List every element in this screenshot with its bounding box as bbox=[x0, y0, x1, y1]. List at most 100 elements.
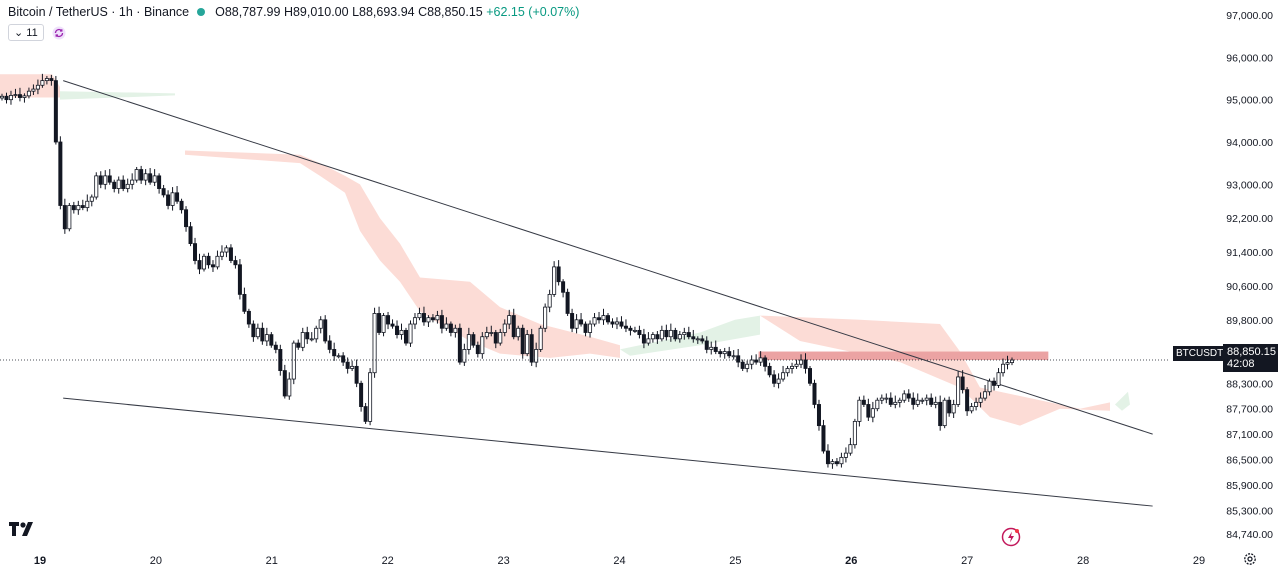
candle-body bbox=[493, 332, 498, 344]
candle-body bbox=[951, 404, 956, 414]
price-tick-label: 94,000.00 bbox=[1226, 137, 1273, 149]
candle bbox=[641, 328, 646, 349]
time-axis[interactable]: 19 20 21 22 23 24 25 26 27 28 29 bbox=[34, 555, 1205, 567]
sync-icon[interactable] bbox=[52, 26, 66, 40]
candle-body bbox=[17, 94, 22, 98]
candle-body bbox=[686, 332, 691, 338]
candle bbox=[893, 395, 898, 409]
candle-body bbox=[175, 192, 180, 202]
tradingview-logo-icon[interactable] bbox=[9, 521, 37, 537]
candle-body bbox=[682, 332, 687, 336]
candle-body bbox=[323, 319, 328, 342]
candle-body bbox=[8, 95, 13, 101]
candle bbox=[969, 402, 974, 414]
candle bbox=[381, 313, 386, 337]
candle-body bbox=[318, 319, 323, 329]
candle bbox=[830, 459, 835, 469]
candle-body bbox=[718, 351, 723, 355]
candle-body bbox=[157, 175, 162, 189]
candle bbox=[1005, 355, 1010, 370]
candle-body bbox=[641, 334, 646, 344]
price-tick-label: 88,300.00 bbox=[1226, 378, 1273, 390]
candle-body bbox=[170, 192, 175, 206]
change-value: +62.15 (+0.07%) bbox=[486, 5, 580, 19]
candle-body bbox=[134, 169, 139, 181]
candle-body bbox=[462, 349, 467, 363]
candle-body bbox=[161, 188, 166, 196]
price-tick-label: 85,900.00 bbox=[1226, 480, 1273, 492]
candle bbox=[632, 326, 637, 333]
candle bbox=[754, 354, 759, 365]
candle-body bbox=[700, 338, 705, 342]
candle bbox=[534, 342, 539, 368]
candle-body bbox=[179, 200, 184, 211]
candle bbox=[897, 397, 902, 408]
candle bbox=[960, 370, 965, 394]
candle-body bbox=[911, 397, 916, 405]
price-tick-label: 87,700.00 bbox=[1226, 404, 1273, 416]
candle bbox=[134, 166, 139, 183]
candle bbox=[377, 306, 382, 336]
candle bbox=[650, 332, 655, 343]
time-tick-label: 19 bbox=[34, 555, 46, 567]
candle-body bbox=[803, 359, 808, 369]
price-tick-label: 84,740.00 bbox=[1226, 529, 1273, 541]
settings-gear-icon[interactable] bbox=[1243, 552, 1257, 566]
candle bbox=[49, 74, 54, 86]
candle-body bbox=[763, 357, 768, 367]
candle bbox=[614, 317, 619, 330]
candle bbox=[785, 365, 790, 377]
flash-alert-icon[interactable] bbox=[1001, 527, 1021, 547]
candle-body bbox=[942, 399, 947, 427]
time-tick-label: 28 bbox=[1077, 555, 1089, 567]
candle bbox=[193, 237, 198, 265]
candle bbox=[35, 79, 40, 95]
candle-body bbox=[915, 399, 920, 405]
candle-body bbox=[592, 317, 597, 325]
candle bbox=[965, 387, 970, 416]
symbol-title[interactable]: Bitcoin / TetherUS · 1h · Binance bbox=[8, 5, 190, 19]
candle-body bbox=[628, 327, 633, 331]
candle bbox=[493, 329, 498, 349]
candle bbox=[471, 332, 476, 348]
candle bbox=[395, 320, 400, 339]
candle-body bbox=[583, 323, 588, 333]
candle bbox=[866, 398, 871, 421]
indicators-toggle-button[interactable]: ⌄ 11 bbox=[8, 24, 44, 41]
candle-body bbox=[457, 327, 462, 363]
candle bbox=[309, 332, 314, 342]
candle bbox=[852, 418, 857, 449]
candle-body bbox=[691, 336, 696, 340]
candle-body bbox=[412, 317, 417, 325]
candle-body bbox=[875, 399, 880, 410]
candle-body bbox=[637, 329, 642, 336]
candle bbox=[794, 359, 799, 369]
candle-body bbox=[282, 370, 287, 397]
candle bbox=[94, 172, 99, 200]
candle bbox=[219, 245, 224, 261]
candle bbox=[655, 331, 660, 344]
price-tick-label: 92,200.00 bbox=[1226, 213, 1273, 225]
candle bbox=[264, 327, 269, 347]
candle bbox=[17, 87, 22, 102]
candle-body bbox=[381, 315, 386, 333]
candle-body bbox=[664, 329, 669, 338]
candle-body bbox=[619, 321, 624, 327]
candle-body bbox=[152, 175, 157, 183]
candle bbox=[201, 253, 206, 272]
candle bbox=[561, 279, 566, 298]
candle bbox=[628, 325, 633, 336]
candle bbox=[978, 392, 983, 408]
candle-body bbox=[359, 382, 364, 407]
candle-body bbox=[201, 255, 206, 270]
candle bbox=[870, 401, 875, 423]
candle bbox=[300, 327, 305, 352]
price-axis[interactable]: 97,000.00 96,000.00 95,000.00 94,000.00 93,0… bbox=[1226, 10, 1273, 541]
candle-body bbox=[273, 344, 278, 350]
candle-body bbox=[206, 255, 211, 266]
candle bbox=[359, 380, 364, 412]
candle bbox=[372, 307, 377, 378]
candle bbox=[273, 341, 278, 354]
candle-body bbox=[489, 332, 494, 334]
